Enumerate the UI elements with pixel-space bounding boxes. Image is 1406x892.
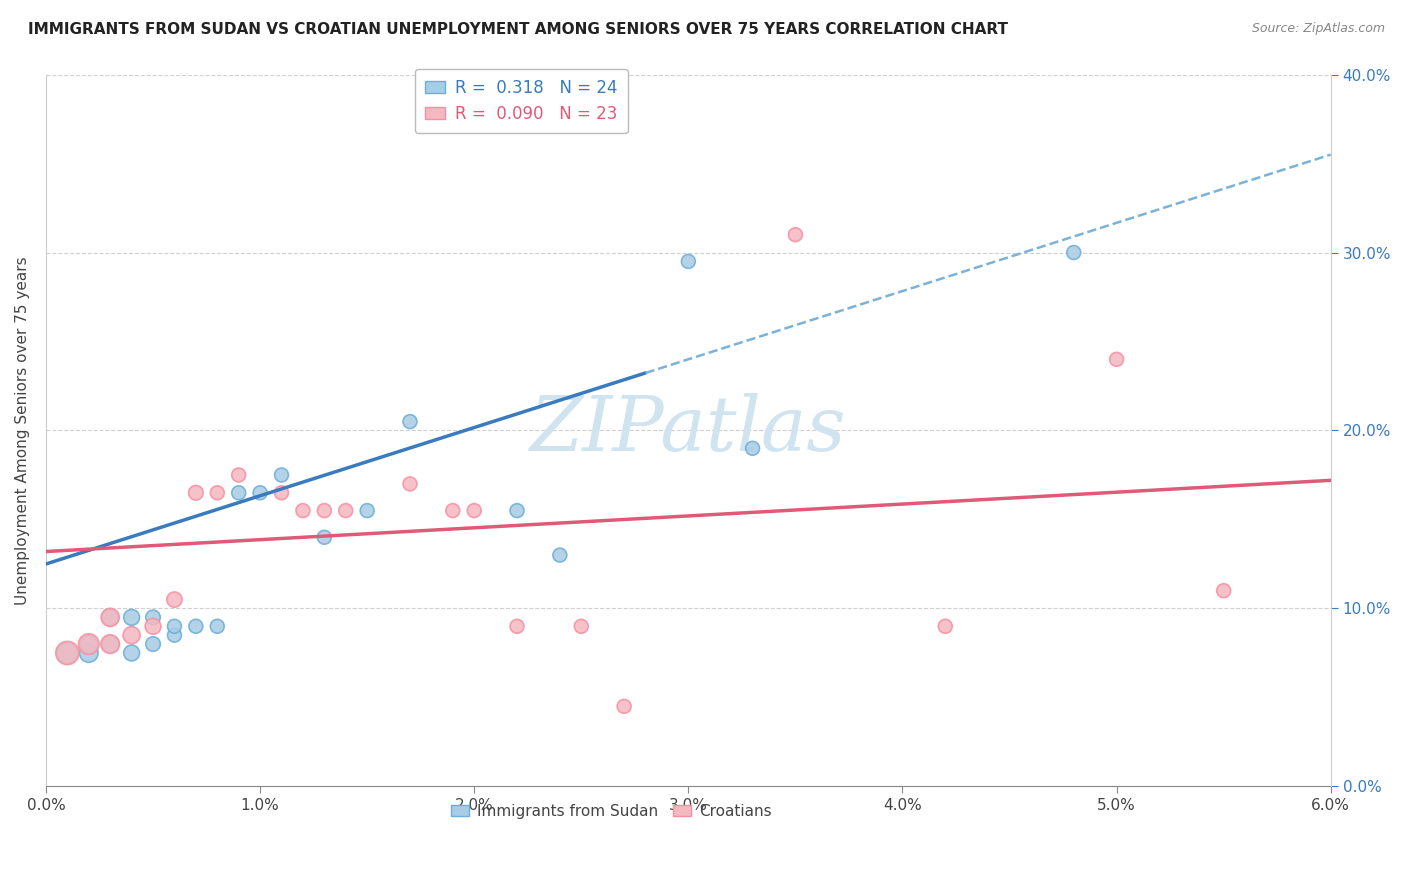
Point [613,699,636,714]
Point [207,619,229,633]
Point [678,254,700,268]
Point [163,628,186,642]
Point [77,637,100,651]
Point [56,646,79,660]
Point [184,485,207,500]
Point [142,610,165,624]
Point [399,476,422,491]
Point [228,468,250,483]
Text: ZIPatlas: ZIPatlas [530,393,846,467]
Point [506,503,529,517]
Point [98,610,121,624]
Point [314,530,336,544]
Point [399,415,422,429]
Point [1212,583,1234,598]
Point [121,628,143,642]
Point [56,646,79,660]
Point [1063,245,1085,260]
Point [314,503,336,517]
Point [569,619,592,633]
Legend: Immigrants from Sudan, Croatians: Immigrants from Sudan, Croatians [444,797,778,825]
Point [98,610,121,624]
Point [121,646,143,660]
Point [463,503,485,517]
Point [291,503,314,517]
Point [270,485,292,500]
Y-axis label: Unemployment Among Seniors over 75 years: Unemployment Among Seniors over 75 years [15,256,30,605]
Point [249,485,271,500]
Point [77,646,100,660]
Point [98,637,121,651]
Point [270,468,292,483]
Point [1105,352,1128,367]
Point [77,637,100,651]
Point [163,592,186,607]
Point [184,619,207,633]
Point [142,637,165,651]
Text: Source: ZipAtlas.com: Source: ZipAtlas.com [1251,22,1385,36]
Point [441,503,464,517]
Point [741,442,763,456]
Point [356,503,378,517]
Point [228,485,250,500]
Point [335,503,357,517]
Point [207,485,229,500]
Point [506,619,529,633]
Point [142,619,165,633]
Point [934,619,956,633]
Text: IMMIGRANTS FROM SUDAN VS CROATIAN UNEMPLOYMENT AMONG SENIORS OVER 75 YEARS CORRE: IMMIGRANTS FROM SUDAN VS CROATIAN UNEMPL… [28,22,1008,37]
Point [98,637,121,651]
Point [548,548,571,562]
Point [785,227,807,242]
Point [121,610,143,624]
Point [163,619,186,633]
